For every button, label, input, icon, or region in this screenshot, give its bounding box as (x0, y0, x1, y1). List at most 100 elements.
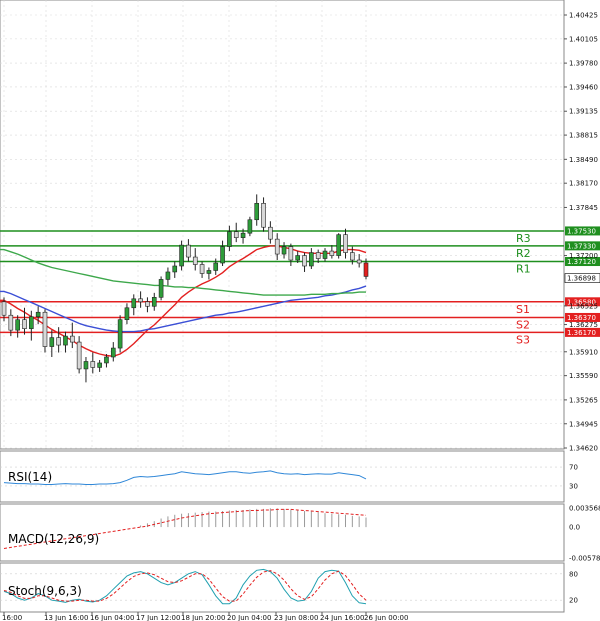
bull-candle (240, 232, 246, 238)
bull-candle (124, 307, 130, 321)
bear-candle (8, 314, 14, 331)
level-price-label: 1.36170 (567, 329, 596, 337)
price-tick-label: 1.36525 (569, 302, 598, 310)
time-tick-label: 13 Jun 16:00 (44, 614, 88, 621)
stoch-panel: 80 20 (0, 568, 578, 605)
bear-candle (192, 256, 198, 265)
bull-candle (227, 231, 232, 247)
moving-average-line (0, 285, 367, 333)
current-price-box (564, 273, 600, 283)
bear-candle (233, 231, 239, 238)
level-price-label: 1.37530 (567, 227, 596, 235)
bull-candle (295, 255, 300, 261)
bull-candle (254, 203, 260, 221)
bear-candle (302, 255, 307, 267)
bear-candle (356, 259, 362, 264)
time-tick-label: 23 Jun 08:00 (274, 614, 318, 621)
level-price-box (565, 327, 600, 337)
time-tick-label: 26 Jun 00:00 (364, 614, 408, 621)
time-tick-label: 17 Jun 12:00 (136, 614, 180, 621)
macd-signal-line (3, 508, 367, 549)
moving-average-line (0, 248, 366, 296)
bull-candle (206, 270, 212, 274)
rsi-line (3, 470, 367, 485)
bear-candle (1, 301, 7, 316)
rsi-tick-label: 70 (569, 464, 578, 472)
bear-candle (42, 311, 48, 347)
bull-candle (117, 319, 123, 349)
bull-candle (15, 319, 20, 331)
time-axis: 16:00 13 Jun 16:00 16 Jun 04:00 17 Jun 12:0… (2, 612, 408, 621)
bear-candle (274, 238, 280, 255)
macd-panel: 0.003568 0.0 -0.005785 (3, 505, 600, 563)
price-tick-label: 1.35910 (569, 348, 598, 356)
bull-candle (63, 335, 68, 346)
price-tick-label: 1.38490 (569, 156, 598, 164)
bear-candle (268, 226, 273, 240)
price-tick-label: 1.35590 (569, 372, 598, 380)
bull-candle (104, 356, 109, 364)
price-tick-label: 1.39460 (569, 83, 598, 91)
bear-candle (56, 337, 61, 346)
time-tick-label: 20 Jun 04:00 (227, 614, 271, 621)
price-tick-label: 1.34620 (569, 445, 598, 453)
bear-candle (70, 335, 75, 343)
bear-candle (363, 262, 369, 277)
bull-candle (110, 347, 116, 358)
level-price-box (565, 297, 600, 307)
bear-candle (199, 264, 205, 274)
bull-candle (151, 297, 157, 307)
level-price-label: 1.37330 (567, 242, 596, 250)
support-resistance-levels: R3 1.37530 R2 1.37330 R1 1.37120 S1 1.36580 S2 1.… (0, 226, 600, 346)
price-tick-label: 1.39135 (569, 108, 598, 116)
stoch-label: Stoch(9,6,3) (8, 584, 82, 598)
bear-candle (186, 244, 191, 258)
rsi-panel-frame (0, 450, 565, 503)
macd-panel-frame (0, 503, 565, 562)
macd-tick-label: 0.003568 (569, 505, 600, 513)
level-name: R1 (516, 263, 531, 276)
bear-candle (90, 361, 96, 368)
level-name: R3 (516, 232, 531, 245)
price-tick-label: 1.40105 (569, 35, 598, 43)
bull-candle (309, 252, 314, 267)
macd-tick-label: 0.0 (569, 524, 580, 532)
bull-candle (49, 337, 55, 347)
price-tick-label: 1.39780 (569, 60, 598, 68)
price-tick-label: 1.37845 (569, 204, 598, 212)
stoch-panel-frame (0, 562, 565, 613)
bear-candle (329, 250, 335, 256)
bear-candle (145, 301, 150, 307)
bear-candle (350, 252, 355, 261)
price-axis: 1.40425 1.40105 1.39780 1.39460 1.39135 1.388… (564, 12, 600, 453)
level-price-label: 1.36580 (567, 298, 596, 306)
stoch-k-line (3, 568, 367, 605)
price-tick-label: 1.36275 (569, 321, 598, 329)
macd-tick-label: -0.005785 (569, 555, 600, 563)
rsi-panel: 70 30 (0, 464, 578, 490)
bear-candle (343, 234, 348, 253)
time-tick-label: 24 Jun 16:00 (320, 614, 364, 621)
level-name: S3 (516, 333, 530, 346)
level-price-box (565, 257, 600, 267)
bear-candle (261, 203, 266, 228)
bear-candle (138, 298, 143, 303)
bear-candle (288, 246, 294, 261)
level-name: R2 (516, 247, 531, 260)
price-tick-label: 1.35265 (569, 396, 598, 404)
time-tick-label: 16 Jun 04:00 (90, 614, 134, 621)
rsi-label: RSI(14) (8, 470, 52, 484)
time-tick-label: 18 Jun 20:00 (181, 614, 225, 621)
level-price-box (565, 241, 600, 251)
bull-candle (97, 362, 102, 368)
stoch-d-line (3, 570, 367, 602)
bear-candle (22, 319, 27, 329)
price-tick-label: 1.37200 (569, 252, 598, 260)
level-name: S2 (516, 318, 530, 331)
bull-candle (165, 271, 171, 280)
price-tick-label: 1.38815 (569, 132, 598, 140)
bear-candle (76, 341, 82, 370)
price-panel-frame (0, 0, 565, 450)
bull-candle (322, 250, 328, 259)
